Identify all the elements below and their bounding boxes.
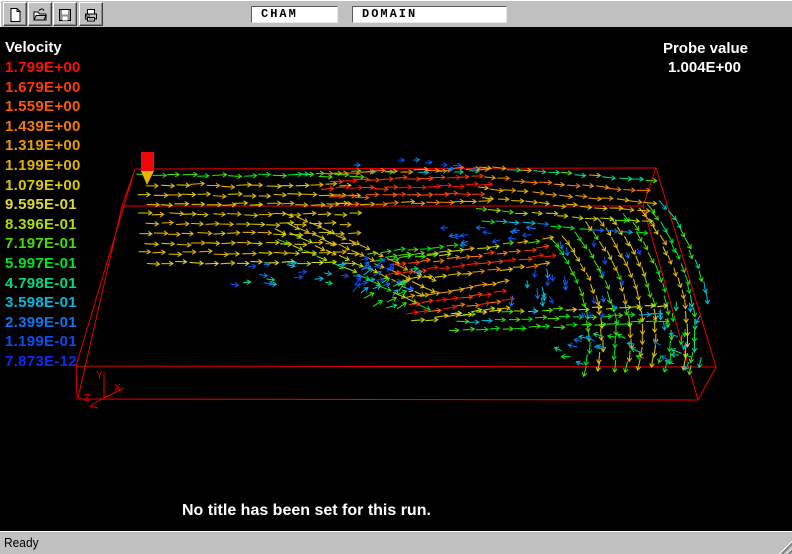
- legend-entry: 9.595E-01: [5, 196, 77, 214]
- legend-entry: 1.199E-01: [5, 333, 77, 351]
- legend-entry: 1.079E+00: [5, 176, 81, 194]
- new-file-button[interactable]: [3, 2, 27, 26]
- save-icon: [54, 7, 76, 23]
- velocity-vectors: [320, 173, 550, 307]
- axis-triad-icon: YX Z: [84, 370, 125, 409]
- probe-label: Probe value: [662, 40, 748, 57]
- velocity-vectors: [138, 165, 688, 372]
- legend-entry: 8.396E-01: [5, 215, 77, 233]
- open-file-button[interactable]: [28, 2, 52, 26]
- velocity-vectors: [230, 157, 642, 319]
- domain-field-text: DOMAIN: [362, 7, 418, 21]
- legend-entry: 1.319E+00: [5, 137, 81, 155]
- legend-entry: 1.679E+00: [5, 78, 81, 96]
- velocity-legend: Velocity 1.799E+00 1.679E+00 1.559E+00 1.43…: [5, 38, 81, 372]
- svg-text:X: X: [114, 383, 121, 394]
- domain-wireframe: [75, 167, 717, 401]
- probe-readout: Probe value 1.004E+00: [663, 39, 748, 77]
- velocity-vectors: [137, 182, 691, 372]
- velocity-vectors: [258, 157, 670, 362]
- velocity-vectors: [175, 258, 669, 316]
- legend-entry: 4.798E-01: [5, 274, 77, 292]
- open-folder-icon: [29, 7, 51, 23]
- toolbar: CHAM DOMAIN: [0, 0, 792, 29]
- vector-plot-canvas[interactable]: YX Z: [0, 29, 792, 532]
- legend-entry: 5.997E-01: [5, 254, 77, 272]
- probe-marker[interactable]: [141, 152, 154, 185]
- legend-entry: 1.799E+00: [5, 59, 81, 76]
- legend-entry: 7.873E-12: [5, 352, 77, 370]
- status-bar: Ready: [0, 531, 792, 554]
- svg-text:Y: Y: [96, 370, 103, 381]
- legend-entry: 3.598E-01: [5, 294, 77, 312]
- velocity-vectors: [335, 174, 557, 316]
- legend-entry: 1.199E+00: [5, 156, 81, 174]
- probe-value: 1.004E+00: [668, 59, 741, 76]
- velocity-vectors: [342, 191, 434, 201]
- legend-entry: 7.197E-01: [5, 235, 77, 253]
- velocity-vectors: [243, 167, 703, 369]
- new-file-icon: [4, 7, 26, 23]
- resize-grip-icon[interactable]: [777, 539, 792, 554]
- cham-field[interactable]: CHAM: [251, 6, 338, 23]
- legend-entry: 1.439E+00: [5, 117, 81, 135]
- velocity-vectors: [320, 164, 651, 314]
- legend-entry: 2.399E-01: [5, 313, 77, 331]
- domain-field[interactable]: DOMAIN: [352, 6, 507, 23]
- save-file-button[interactable]: [53, 2, 77, 26]
- legend-entry: 1.559E+00: [5, 98, 81, 116]
- run-title-message: No title has been set for this run.: [182, 502, 431, 519]
- velocity-vectors: [360, 166, 643, 299]
- cham-field-text: CHAM: [261, 7, 298, 21]
- svg-text:Z: Z: [84, 393, 90, 404]
- print-button[interactable]: [79, 2, 103, 26]
- status-text: Ready: [4, 535, 39, 550]
- velocity-vectors: [289, 207, 654, 323]
- legend-title: Velocity: [5, 39, 62, 56]
- print-icon: [80, 7, 102, 23]
